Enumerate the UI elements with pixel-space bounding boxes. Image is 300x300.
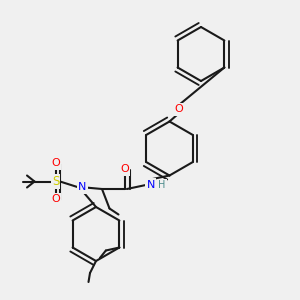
Text: O: O xyxy=(174,104,183,115)
Text: N: N xyxy=(78,182,87,193)
Text: O: O xyxy=(51,194,60,205)
Text: O: O xyxy=(120,164,129,175)
Text: S: S xyxy=(52,175,59,188)
Text: N: N xyxy=(146,179,155,190)
Text: H: H xyxy=(158,179,166,190)
Text: O: O xyxy=(51,158,60,169)
